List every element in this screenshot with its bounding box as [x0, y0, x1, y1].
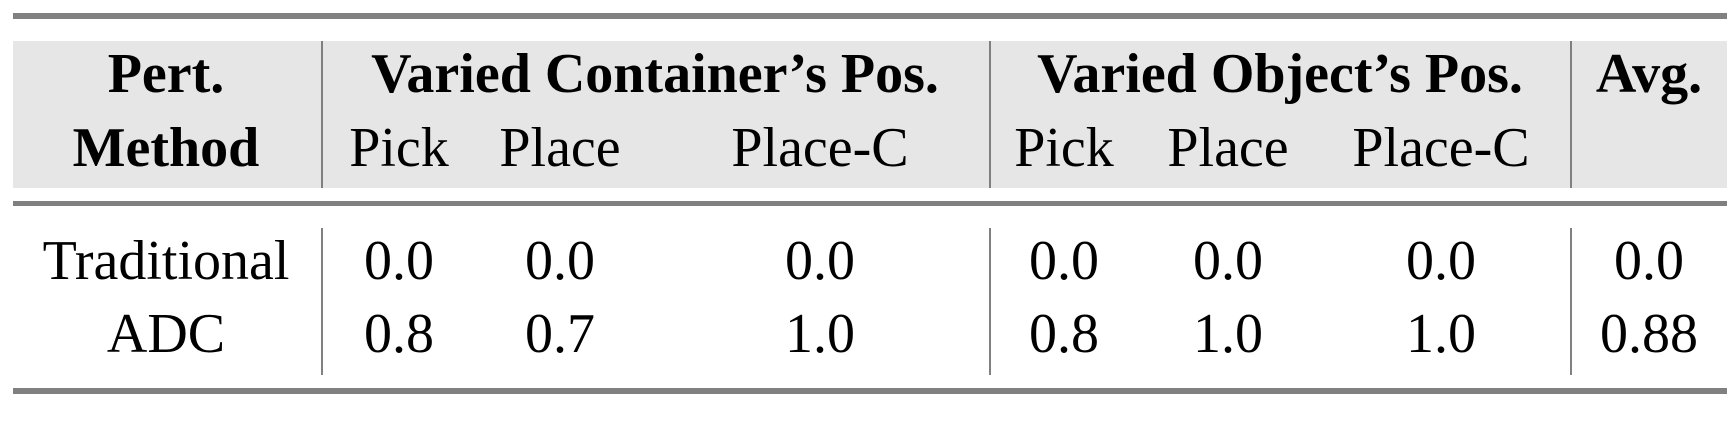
cell: 0.8	[364, 303, 434, 365]
cell: 0.0	[1193, 230, 1263, 292]
cell: 0.0	[364, 230, 434, 292]
header-col: Place-C	[731, 117, 909, 179]
header-avg: Avg.	[1595, 43, 1703, 105]
body-divider	[321, 228, 323, 375]
row-method: ADC	[106, 303, 226, 365]
header-method: Method	[72, 117, 260, 179]
mid-rule	[13, 201, 1727, 206]
header-group-object: Varied Object’s Pos.	[1037, 43, 1523, 105]
header-pert: Pert.	[107, 43, 225, 105]
header-col: Place	[499, 117, 621, 179]
cell: 1.0	[1193, 303, 1263, 365]
cell: 0.7	[525, 303, 595, 365]
header-background	[13, 41, 1727, 188]
header-col: Pick	[1014, 117, 1114, 179]
top-rule	[13, 13, 1727, 19]
header-group-container: Varied Container’s Pos.	[371, 43, 939, 105]
header-col: Place-C	[1352, 117, 1530, 179]
header-col: Pick	[349, 117, 449, 179]
cell: 1.0	[785, 303, 855, 365]
body-divider	[1570, 228, 1572, 375]
cell-avg: 0.88	[1600, 303, 1698, 365]
header-col: Place	[1167, 117, 1289, 179]
cell: 0.0	[1406, 230, 1476, 292]
header-divider	[1570, 41, 1572, 188]
bottom-rule	[13, 388, 1727, 394]
cell-avg: 0.0	[1614, 230, 1684, 292]
body-divider	[989, 228, 991, 375]
header-divider	[321, 41, 323, 188]
row-method: Traditional	[42, 230, 290, 292]
cell: 1.0	[1406, 303, 1476, 365]
cell: 0.0	[1029, 230, 1099, 292]
cell: 0.8	[1029, 303, 1099, 365]
header-divider	[989, 41, 991, 188]
cell: 0.0	[525, 230, 595, 292]
cell: 0.0	[785, 230, 855, 292]
